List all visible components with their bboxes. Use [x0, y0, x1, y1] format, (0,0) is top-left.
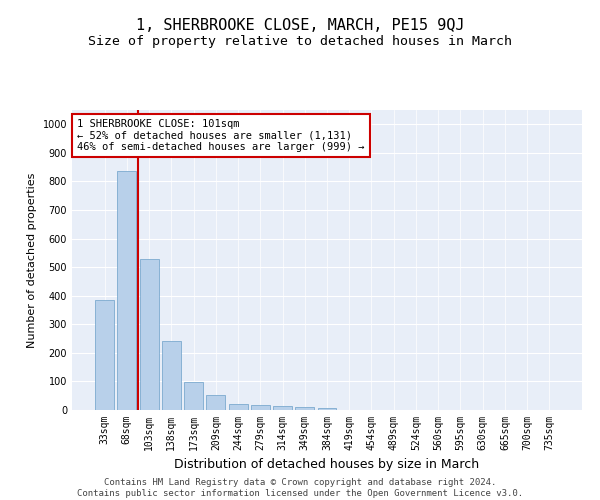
- Bar: [184, 382, 203, 410]
- Text: Size of property relative to detached houses in March: Size of property relative to detached ho…: [88, 35, 512, 48]
- Text: 1, SHERBROOKE CLOSE, MARCH, PE15 9QJ: 1, SHERBROOKE CLOSE, MARCH, PE15 9QJ: [136, 18, 464, 32]
- Bar: [206, 395, 225, 410]
- Bar: [162, 342, 181, 410]
- Bar: [317, 408, 337, 410]
- Bar: [273, 406, 292, 410]
- Bar: [295, 407, 314, 410]
- Bar: [118, 172, 136, 410]
- Bar: [95, 300, 114, 410]
- Text: 1 SHERBROOKE CLOSE: 101sqm
← 52% of detached houses are smaller (1,131)
46% of s: 1 SHERBROOKE CLOSE: 101sqm ← 52% of deta…: [77, 119, 365, 152]
- Bar: [229, 404, 248, 410]
- X-axis label: Distribution of detached houses by size in March: Distribution of detached houses by size …: [175, 458, 479, 471]
- Bar: [251, 405, 270, 410]
- Bar: [140, 258, 158, 410]
- Text: Contains HM Land Registry data © Crown copyright and database right 2024.
Contai: Contains HM Land Registry data © Crown c…: [77, 478, 523, 498]
- Y-axis label: Number of detached properties: Number of detached properties: [27, 172, 37, 348]
